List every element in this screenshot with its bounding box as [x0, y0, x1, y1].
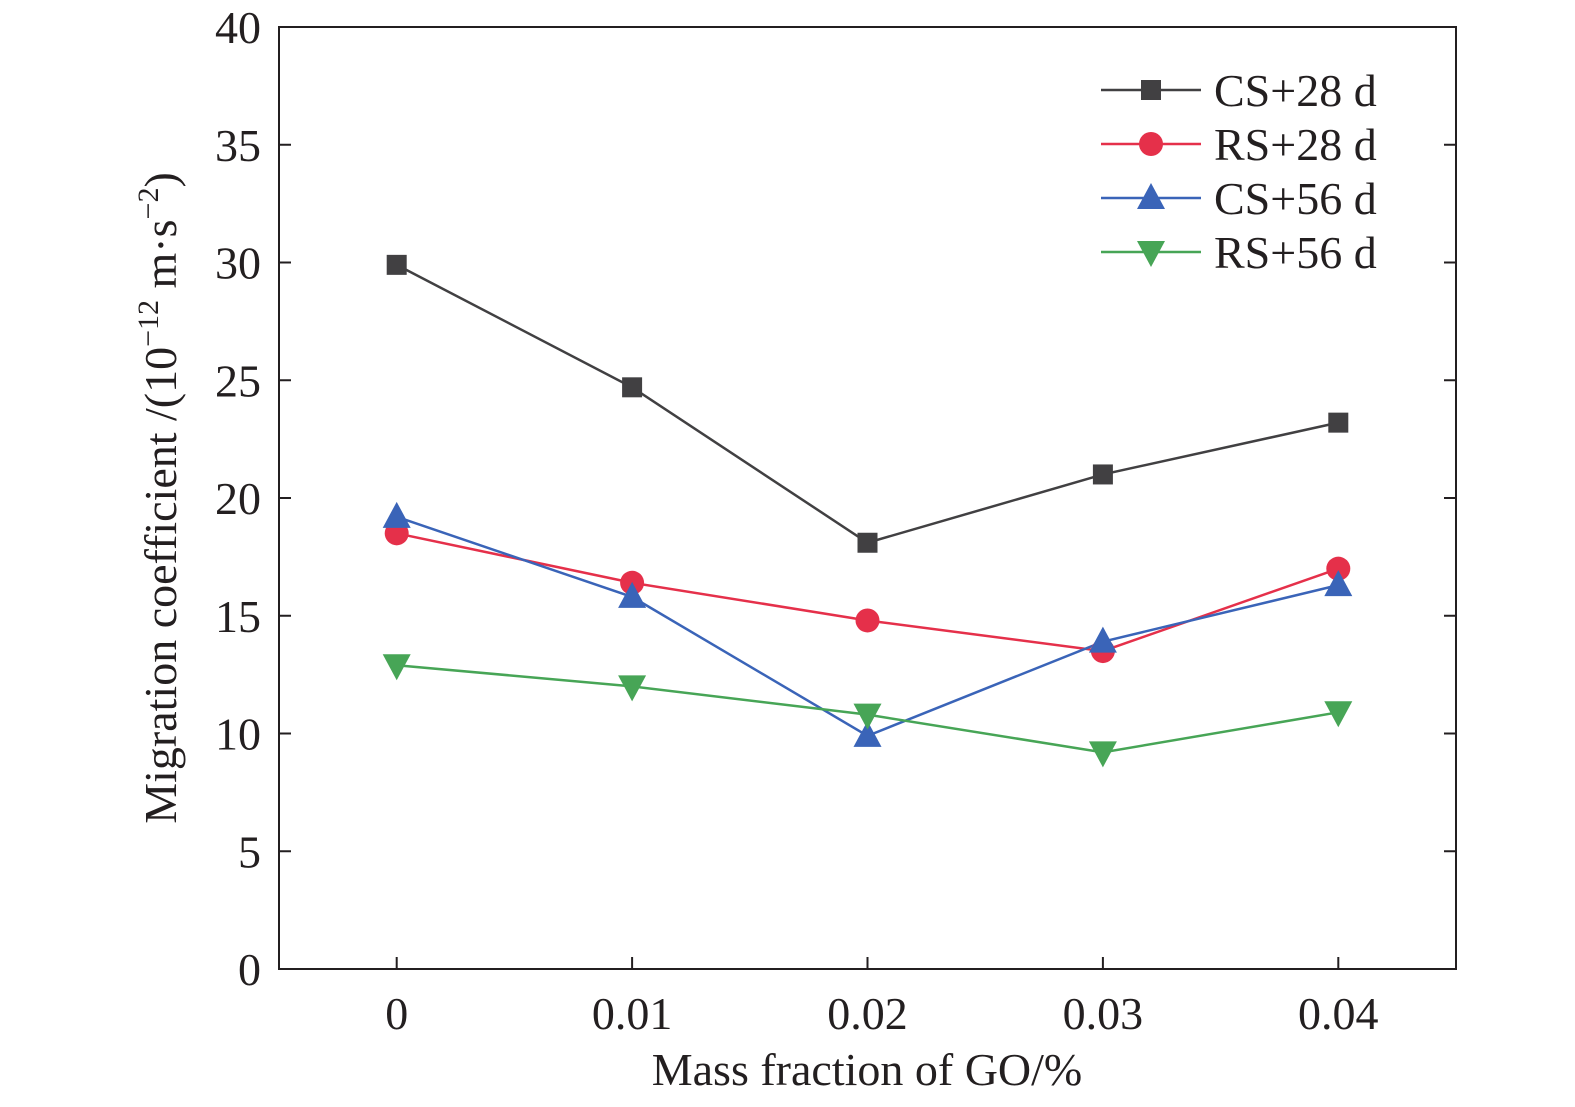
- x-tick-label: 0.01: [592, 988, 673, 1039]
- y-tick-label: 40: [215, 2, 261, 53]
- y-tick-label: 20: [215, 473, 261, 524]
- x-tick-label: 0.03: [1063, 988, 1144, 1039]
- legend-marker-2: [1137, 183, 1165, 209]
- y-axis-title-suffix: ): [135, 172, 186, 187]
- x-tick-label: 0.04: [1298, 988, 1379, 1039]
- series-0-point: [857, 532, 878, 553]
- series-1-point: [855, 608, 880, 633]
- series-0-point: [1092, 464, 1113, 485]
- x-axis-title: Mass fraction of GO/%: [652, 1044, 1083, 1095]
- legend: CS+28 dRS+28 dCS+56 dRS+56 d: [1101, 65, 1377, 278]
- series-3-point: [853, 703, 882, 730]
- legend-marker-3: [1137, 241, 1165, 267]
- series-line-0: [396, 263, 1339, 545]
- y-tick-label: 15: [215, 591, 261, 642]
- series-lines: [396, 263, 1339, 754]
- series-3-point: [382, 654, 411, 681]
- y-axis: 0 5 10 15 20 25 30 35 40: [215, 2, 1456, 995]
- y-tick-label: 25: [215, 355, 261, 406]
- series-0-point: [622, 377, 643, 398]
- x-tick-label: 0: [385, 988, 408, 1039]
- legend-marker-0: [1141, 80, 1161, 100]
- y-axis-title-exp2: −2: [132, 188, 165, 220]
- y-axis-title-middle: m·s: [135, 219, 186, 300]
- series-2-point: [853, 720, 882, 747]
- y-tick-label: 35: [215, 120, 261, 171]
- legend-label-3: RS+56 d: [1214, 227, 1377, 278]
- legend-marker-1: [1139, 132, 1163, 156]
- series-markers: [382, 254, 1353, 768]
- series-2-point: [1324, 570, 1353, 597]
- series-2-point: [382, 501, 411, 528]
- series-3-point: [618, 675, 647, 702]
- y-axis-title-exp1: −12: [132, 300, 165, 347]
- y-axis-title-prefix: Migration coefficient /(10: [135, 347, 186, 824]
- series-0-point: [386, 254, 407, 275]
- x-tick-label: 0.02: [827, 988, 908, 1039]
- legend-label-0: CS+28 d: [1214, 65, 1377, 116]
- x-axis: 0 0.01 0.02 0.03 0.04: [385, 957, 1379, 1039]
- y-tick-label: 10: [215, 709, 261, 760]
- y-tick-label: 5: [238, 826, 261, 877]
- y-tick-label: 30: [215, 238, 261, 289]
- legend-label-1: RS+28 d: [1214, 119, 1377, 170]
- series-0-point: [1328, 412, 1349, 433]
- y-axis-title: Migration coefficient /(10−12 m·s−2): [132, 172, 186, 824]
- series-3-point: [1088, 741, 1117, 768]
- legend-label-2: CS+56 d: [1214, 173, 1377, 224]
- y-tick-label: 0: [238, 944, 261, 995]
- series-2-point: [618, 581, 647, 608]
- series-3-point: [1324, 701, 1353, 728]
- series-2-point: [1088, 626, 1117, 653]
- series-1-point: [1326, 556, 1351, 581]
